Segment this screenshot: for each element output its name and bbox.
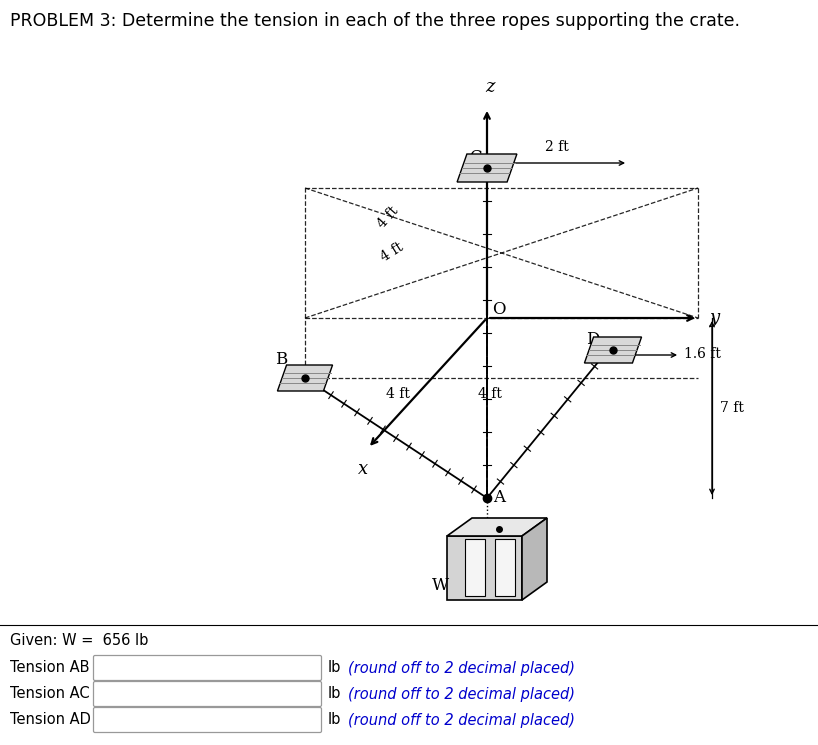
Text: PROBLEM 3: Determine the tension in each of the three ropes supporting the crate: PROBLEM 3: Determine the tension in each… — [10, 12, 740, 30]
Text: 4 ft: 4 ft — [386, 387, 410, 401]
Text: D: D — [586, 331, 600, 348]
Text: 4 ft: 4 ft — [478, 387, 502, 401]
Polygon shape — [457, 154, 517, 182]
Text: x: x — [358, 460, 368, 478]
Text: lb: lb — [328, 661, 341, 676]
Bar — [465, 539, 485, 596]
Bar — [495, 539, 515, 596]
Text: lb: lb — [328, 712, 341, 728]
Text: 4 ft: 4 ft — [375, 204, 401, 231]
Text: 4 ft: 4 ft — [378, 241, 406, 265]
Text: W: W — [432, 577, 449, 594]
Polygon shape — [522, 518, 547, 600]
Polygon shape — [277, 365, 333, 391]
Text: lb: lb — [328, 686, 341, 702]
Text: 2 ft: 2 ft — [545, 140, 569, 154]
Text: y: y — [710, 309, 720, 327]
Text: 7 ft: 7 ft — [720, 401, 744, 415]
Text: (round off to 2 decimal placed): (round off to 2 decimal placed) — [348, 661, 575, 676]
Text: (round off to 2 decimal placed): (round off to 2 decimal placed) — [348, 686, 575, 702]
Text: z: z — [485, 78, 495, 96]
Text: C: C — [469, 149, 482, 166]
Text: Tension AD =: Tension AD = — [10, 712, 108, 728]
Polygon shape — [584, 337, 641, 363]
Polygon shape — [447, 536, 522, 600]
FancyBboxPatch shape — [93, 708, 321, 732]
Text: A: A — [493, 489, 505, 506]
Text: B: B — [275, 351, 287, 368]
Polygon shape — [447, 518, 547, 536]
Text: Given: W =  656 lb: Given: W = 656 lb — [10, 633, 148, 648]
FancyBboxPatch shape — [93, 656, 321, 680]
Text: Tension AC =: Tension AC = — [10, 686, 106, 702]
Text: 1.6 ft: 1.6 ft — [684, 347, 721, 361]
Text: O: O — [492, 301, 506, 318]
Text: Tension AB =: Tension AB = — [10, 661, 106, 676]
FancyBboxPatch shape — [93, 682, 321, 706]
Text: (round off to 2 decimal placed): (round off to 2 decimal placed) — [348, 712, 575, 728]
